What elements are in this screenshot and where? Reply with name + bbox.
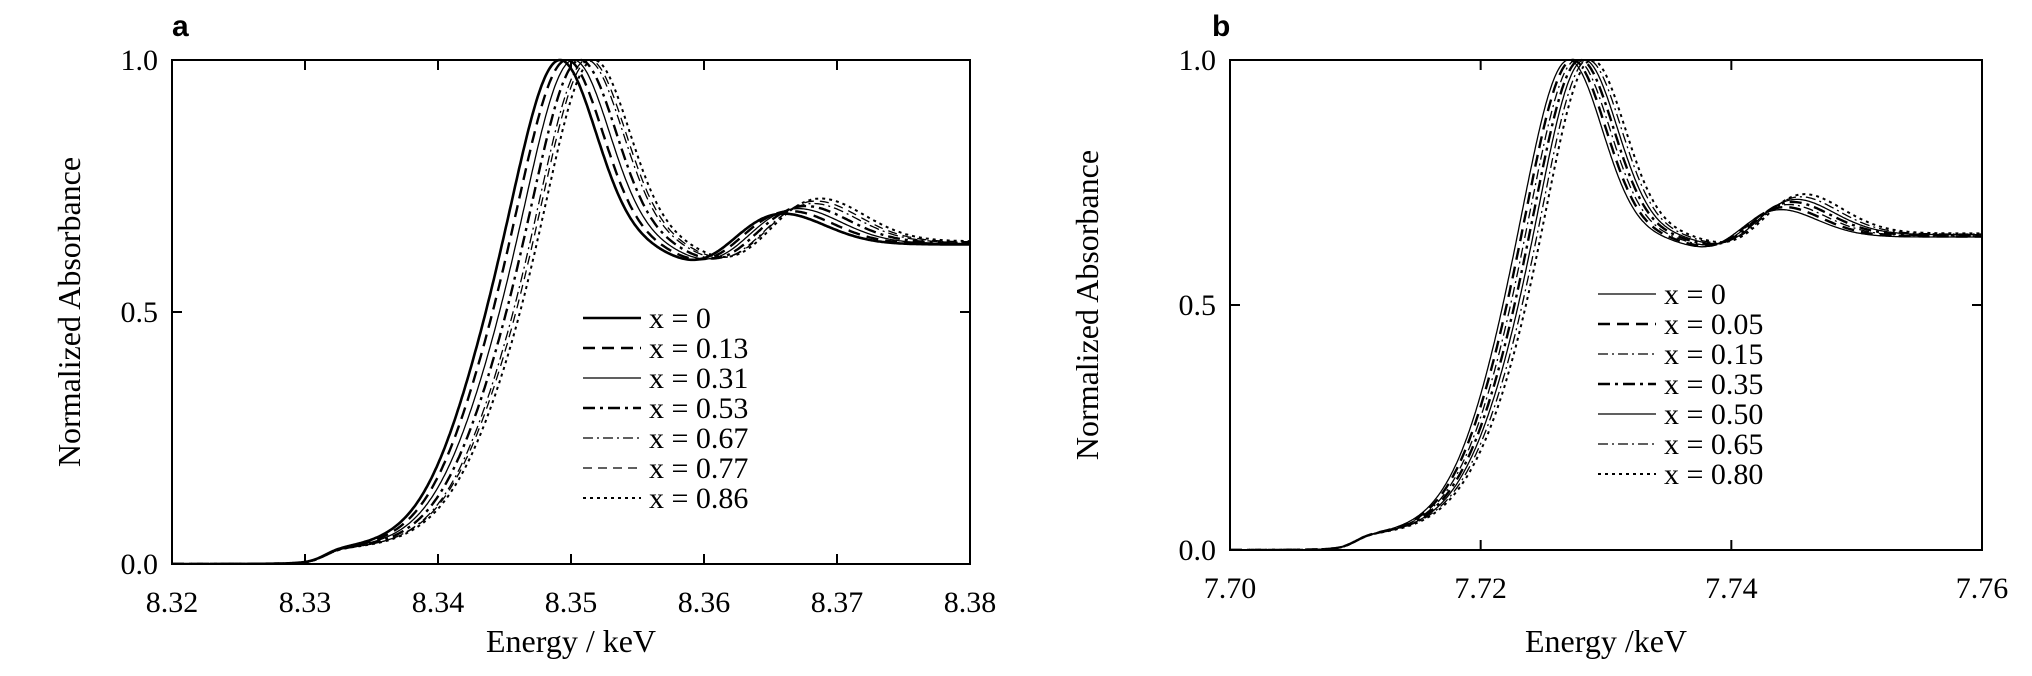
legend-label: x = 0.31 xyxy=(649,362,748,395)
series-line xyxy=(1230,59,1982,550)
series-line xyxy=(1230,58,1982,550)
legend-label: x = 0.50 xyxy=(1664,398,1763,431)
series-line xyxy=(172,59,970,564)
legend-label: x = 0.53 xyxy=(649,392,748,425)
x-tick-label: 8.37 xyxy=(811,586,864,619)
legend-label: x = 0.67 xyxy=(649,422,748,455)
legend-label: x = 0.65 xyxy=(1664,428,1763,461)
y-tick-label: 0.5 xyxy=(1179,289,1217,322)
x-tick-label: 7.72 xyxy=(1454,572,1507,605)
panel-letter: b xyxy=(1212,10,1230,43)
x-tick-label: 7.76 xyxy=(1956,572,2009,605)
panel-letter: a xyxy=(172,10,189,43)
x-tick-label: 8.36 xyxy=(678,586,731,619)
series-line xyxy=(1230,58,1982,550)
series-line xyxy=(172,58,970,564)
x-tick-label: 8.35 xyxy=(545,586,598,619)
x-tick-label: 8.38 xyxy=(944,586,997,619)
y-axis-title: Normalized Absorbance xyxy=(1069,150,1105,460)
legend-label: x = 0.77 xyxy=(649,452,748,485)
series-line xyxy=(1230,59,1982,550)
series-line xyxy=(172,58,970,564)
chart-panel-a: a 8.32 8.33 8.34 8.35 8.36 8.37 8.38 0.0 0.5 1.0 En… xyxy=(51,10,996,659)
legend-label: x = 0.05 xyxy=(1664,308,1763,341)
x-tick-label: 8.33 xyxy=(279,586,332,619)
series-line xyxy=(1230,59,1982,550)
legend-label: x = 0.15 xyxy=(1664,338,1763,371)
x-axis-title: Energy /keV xyxy=(1525,623,1687,659)
series-line xyxy=(172,59,970,564)
series-line xyxy=(172,59,970,564)
plot-frame xyxy=(171,59,971,565)
legend-label: x = 0 xyxy=(1664,278,1726,311)
plot-frame xyxy=(1229,59,1983,551)
y-tick-label: 1.0 xyxy=(1179,44,1217,77)
series-line xyxy=(172,58,970,564)
legend-label: x = 0.86 xyxy=(649,482,748,515)
y-tick-label: 0.0 xyxy=(121,548,159,581)
series-line xyxy=(172,58,970,564)
legend-label: x = 0.35 xyxy=(1664,368,1763,401)
y-tick-label: 0.0 xyxy=(1179,534,1217,567)
x-tick-label: 7.70 xyxy=(1204,572,1257,605)
legend-label: x = 0.13 xyxy=(649,332,748,365)
y-axis-title: Normalized Absorbance xyxy=(51,157,87,467)
y-tick-label: 0.5 xyxy=(121,296,159,329)
x-tick-label: 8.34 xyxy=(412,586,465,619)
x-tick-label: 7.74 xyxy=(1705,572,1758,605)
x-tick-label: 8.32 xyxy=(146,586,199,619)
legend-label: x = 0 xyxy=(649,302,711,335)
series-line xyxy=(1230,58,1982,550)
chart-panel-b: b 7.70 7.72 7.74 7.76 0.0 0.5 1.0 Energy /keV Nor… xyxy=(1069,10,2008,659)
x-axis-title: Energy / keV xyxy=(486,623,656,659)
y-tick-label: 1.0 xyxy=(121,44,159,77)
series-line xyxy=(1230,59,1982,550)
legend-label: x = 0.80 xyxy=(1664,458,1763,491)
